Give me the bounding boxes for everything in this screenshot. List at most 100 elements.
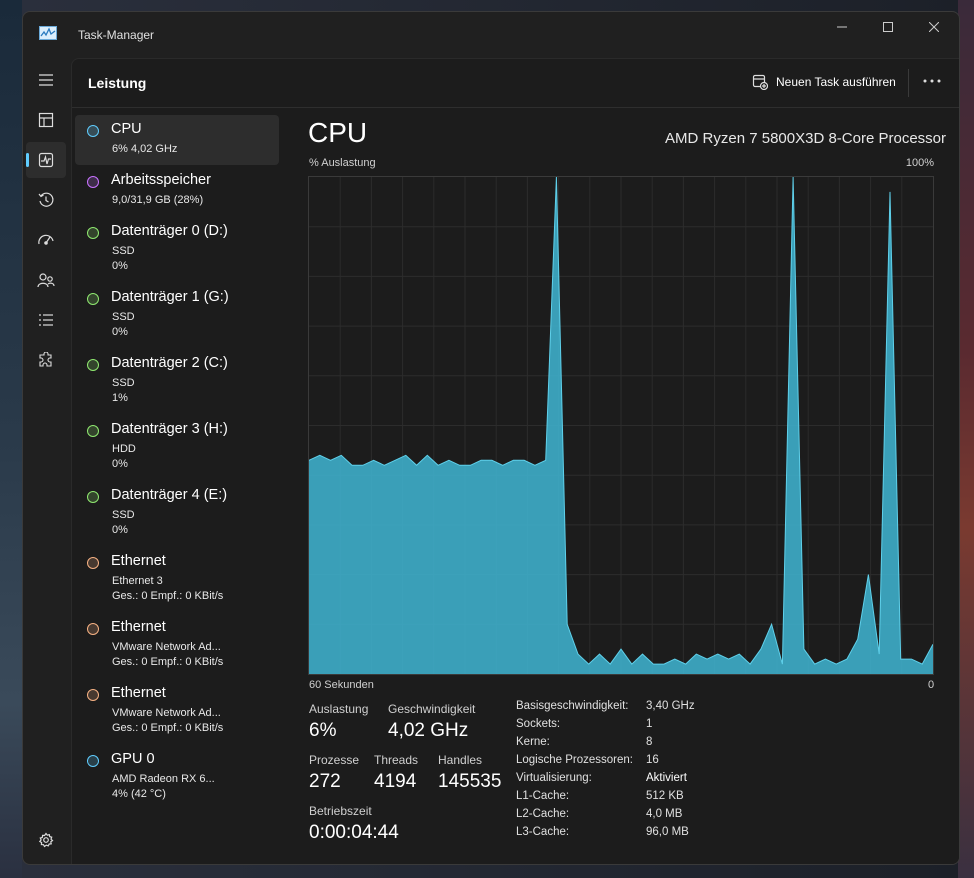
resource-item-memory[interactable]: Arbeitsspeicher 9,0/31,9 GB (28%) xyxy=(75,166,279,216)
close-button[interactable] xyxy=(911,12,957,42)
resource-usage: 1% xyxy=(112,392,128,404)
settings-gear-icon xyxy=(38,832,54,848)
page-title: Leistung xyxy=(88,75,147,91)
detail-value: Aktiviert xyxy=(646,772,687,784)
ethernet-status-dot xyxy=(87,689,99,701)
nav-users[interactable] xyxy=(26,262,66,298)
resource-title: Ethernet xyxy=(111,685,166,701)
adapter-name: Ethernet 3 xyxy=(112,575,163,587)
resource-item-ethernet-3[interactable]: Ethernet Ethernet 3 Ges.: 0 Empf.: 0 KBi… xyxy=(75,547,279,612)
utilization-label: Auslastung xyxy=(309,702,369,716)
x-axis-left-label: 60 Sekunden xyxy=(309,679,374,691)
resource-title: Datenträger 3 (H:) xyxy=(111,421,228,437)
nav-app-history[interactable] xyxy=(26,182,66,218)
resource-title: Arbeitsspeicher xyxy=(111,172,211,188)
title-bar[interactable]: Task-Manager xyxy=(23,12,959,58)
window-title: Task-Manager xyxy=(78,28,155,42)
resource-item-disk-4[interactable]: Datenträger 4 (E:) SSD 0% xyxy=(75,481,279,546)
nav-performance[interactable] xyxy=(26,142,66,178)
x-axis-right-label: 0 xyxy=(928,679,935,691)
uptime-label: Betriebszeit xyxy=(309,804,372,818)
disk-status-dot xyxy=(87,425,99,437)
resource-type: SSD xyxy=(112,509,135,521)
adapter-name: VMware Network Ad... xyxy=(112,641,221,653)
minimize-icon xyxy=(837,26,847,28)
detail-key: L1-Cache: xyxy=(516,790,570,802)
speed-label: Geschwindigkeit xyxy=(388,702,476,716)
resource-item-disk-0[interactable]: Datenträger 0 (D:) SSD 0% xyxy=(75,217,279,282)
resource-title: Datenträger 4 (E:) xyxy=(111,487,228,503)
nav-settings[interactable] xyxy=(26,822,66,858)
nav-details[interactable] xyxy=(26,302,66,338)
maximize-button[interactable] xyxy=(865,12,911,42)
cpu-model-name: AMD Ryzen 7 5800X3D 8-Core Processor xyxy=(665,130,946,147)
resource-type: SSD xyxy=(112,245,135,257)
task-manager-app-icon xyxy=(39,26,57,40)
processes-value: 272 xyxy=(309,771,341,792)
nav-services[interactable] xyxy=(26,342,66,378)
hamburger-menu-button[interactable] xyxy=(26,62,66,98)
resource-detail: 6% 4,02 GHz xyxy=(112,143,178,155)
gpu-usage: 4% (42 °C) xyxy=(112,788,166,800)
resource-title: Ethernet xyxy=(111,619,166,635)
detail-key: Basisgeschwindigkeit: xyxy=(516,700,629,712)
gpu-status-dot xyxy=(87,755,99,767)
resource-item-gpu-0[interactable]: GPU 0 AMD Radeon RX 6... 4% (42 °C) xyxy=(75,745,279,810)
resource-title: Ethernet xyxy=(111,553,166,569)
disk-status-dot xyxy=(87,359,99,371)
utilization-value: 6% xyxy=(309,720,337,741)
nav-processes[interactable] xyxy=(26,102,66,138)
detail-value: 8 xyxy=(646,736,653,748)
detail-value: 1 xyxy=(646,718,653,730)
disk-status-dot xyxy=(87,491,99,503)
minimize-button[interactable] xyxy=(819,12,865,42)
run-new-task-label: Neuen Task ausführen xyxy=(776,75,896,89)
detail-key: Virtualisierung: xyxy=(516,772,592,784)
resource-item-disk-1[interactable]: Datenträger 1 (G:) SSD 0% xyxy=(75,283,279,348)
detail-key: L2-Cache: xyxy=(516,808,570,820)
disk-status-dot xyxy=(87,293,99,305)
processes-label: Prozesse xyxy=(309,753,360,767)
more-options-button[interactable] xyxy=(920,69,944,93)
handles-value: 145535 xyxy=(438,771,502,792)
resource-type: HDD xyxy=(112,443,136,455)
resource-item-ethernet-vmware-2[interactable]: Ethernet VMware Network Ad... Ges.: 0 Em… xyxy=(75,679,279,744)
ethernet-status-dot xyxy=(87,623,99,635)
memory-status-dot xyxy=(87,176,99,188)
uptime-value: 0:00:04:44 xyxy=(309,822,399,843)
performance-icon xyxy=(38,152,54,168)
run-new-task-button[interactable]: Neuen Task ausführen xyxy=(752,74,896,90)
task-manager-window: Task-Manager xyxy=(22,11,960,865)
resource-item-disk-2[interactable]: Datenträger 2 (C:) SSD 1% xyxy=(75,349,279,414)
resource-usage: 0% xyxy=(112,458,128,470)
handles-label: Handles xyxy=(438,753,483,767)
details-list-icon xyxy=(39,314,53,326)
cpu-usage-line xyxy=(309,177,933,665)
resource-title: Datenträger 2 (C:) xyxy=(111,355,228,371)
hamburger-icon xyxy=(39,74,53,86)
processes-icon xyxy=(38,112,54,128)
run-task-icon xyxy=(752,74,768,90)
detail-value: 512 KB xyxy=(646,790,684,802)
cpu-usage-graph xyxy=(308,176,934,675)
y-axis-label: % Auslastung xyxy=(309,157,376,169)
history-icon xyxy=(38,192,54,207)
cpu-status-dot xyxy=(87,125,99,137)
adapter-name: VMware Network Ad... xyxy=(112,707,221,719)
detail-value: 3,40 GHz xyxy=(646,700,695,712)
navigation-rail xyxy=(23,58,69,864)
more-dots-icon xyxy=(923,79,941,83)
resource-type: SSD xyxy=(112,377,135,389)
resource-item-ethernet-vmware-1[interactable]: Ethernet VMware Network Ad... Ges.: 0 Em… xyxy=(75,613,279,678)
detail-value: 96,0 MB xyxy=(646,826,689,838)
threads-label: Threads xyxy=(374,753,419,767)
nav-startup-apps[interactable] xyxy=(26,222,66,258)
resource-item-disk-3[interactable]: Datenträger 3 (H:) HDD 0% xyxy=(75,415,279,480)
y-axis-max-label: 100% xyxy=(905,157,934,169)
resource-title: CPU xyxy=(111,121,142,137)
resource-item-cpu[interactable]: CPU 6% 4,02 GHz xyxy=(75,115,279,165)
detail-value: 16 xyxy=(646,754,659,766)
panel-title: CPU xyxy=(308,117,368,148)
resource-title: Datenträger 1 (G:) xyxy=(111,289,229,305)
desktop-background-left xyxy=(0,0,22,878)
